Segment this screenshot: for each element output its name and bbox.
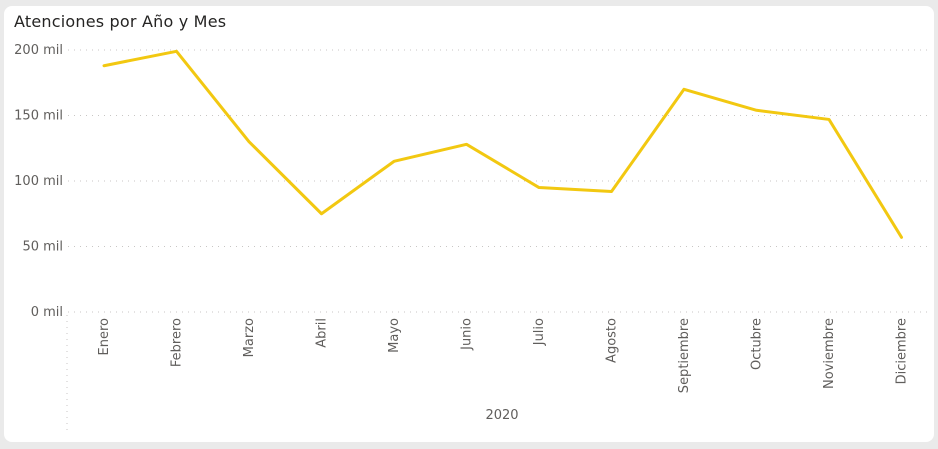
data-point[interactable] <box>679 84 689 94</box>
y-tick-label: 0 mil <box>31 305 63 320</box>
x-tick-label: Octubre <box>750 318 765 370</box>
x-tick-label: Enero <box>97 318 112 356</box>
data-point[interactable] <box>244 137 254 147</box>
x-tick-label: Agosto <box>605 318 620 363</box>
x-tick-label: Mayo <box>387 318 402 353</box>
data-point[interactable] <box>99 61 109 71</box>
series-line <box>102 49 903 239</box>
data-point[interactable] <box>317 209 327 219</box>
y-tick-label: 200 mil <box>14 43 63 58</box>
chart-title: Atenciones por Año y Mes <box>14 12 227 31</box>
data-point[interactable] <box>752 105 762 115</box>
grid <box>66 49 930 430</box>
y-tick-label: 100 mil <box>14 174 63 189</box>
data-point[interactable] <box>462 139 472 149</box>
x-tick-label: Febrero <box>170 318 185 367</box>
x-group-label: 2020 <box>485 408 518 423</box>
data-point[interactable] <box>172 46 182 56</box>
data-point[interactable] <box>389 156 399 166</box>
x-tick-label: Junio <box>460 318 475 351</box>
x-axis: Enero Febrero Marzo Abril Mayo Junio Julio Agos… <box>97 318 910 423</box>
x-tick-label: Marzo <box>242 318 257 357</box>
data-point[interactable] <box>897 232 907 242</box>
data-point[interactable] <box>607 186 617 196</box>
x-tick-label: Diciembre <box>895 318 910 384</box>
chart-card <box>4 6 934 442</box>
x-tick-label: Abril <box>315 318 330 348</box>
x-tick-label: Noviembre <box>822 318 837 389</box>
y-axis: 0 mil 50 mil 100 mil 150 mil 200 mil <box>14 43 63 320</box>
data-point[interactable] <box>824 114 834 124</box>
y-tick-label: 50 mil <box>22 240 63 255</box>
series-layer <box>99 46 907 242</box>
x-tick-label: Julio <box>532 318 547 346</box>
data-point[interactable] <box>534 183 544 193</box>
x-tick-label: Septiembre <box>677 318 692 393</box>
y-tick-label: 150 mil <box>14 109 63 124</box>
